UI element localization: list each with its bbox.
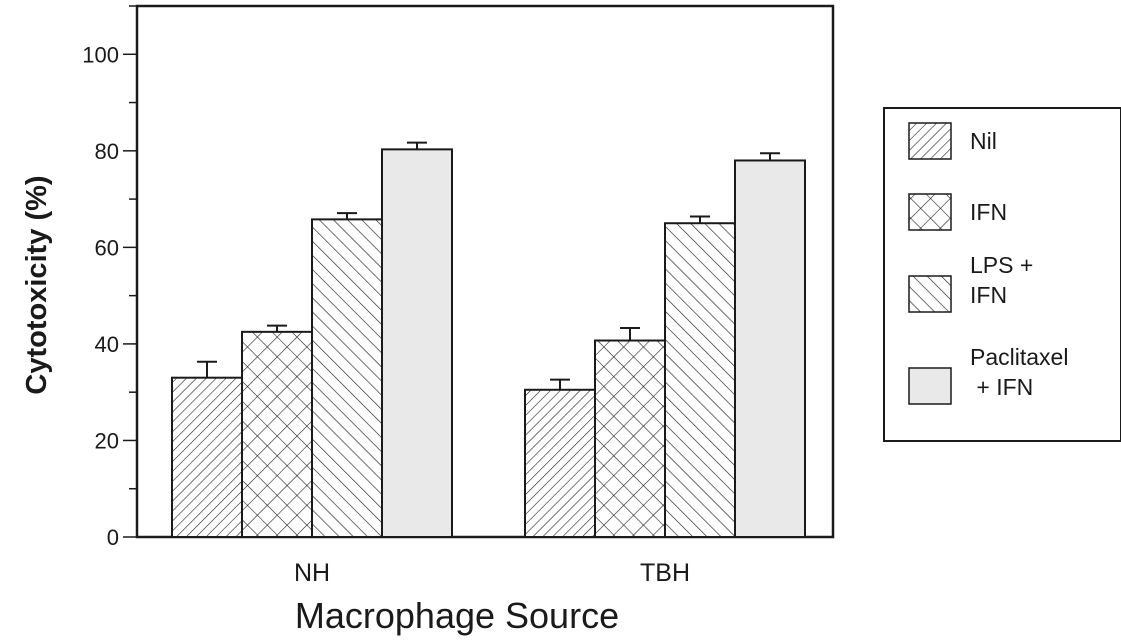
legend-label: Nil xyxy=(970,128,997,154)
legend-swatch xyxy=(908,275,952,313)
bar xyxy=(241,330,313,538)
legend: Nil IFN LPS + IFN Paclitaxel + IFN xyxy=(883,107,1121,442)
bar xyxy=(311,218,383,538)
y-tick-label: 60 xyxy=(95,235,119,260)
legend-swatch xyxy=(908,367,952,405)
legend-swatch xyxy=(908,122,952,160)
y-axis-title: Cytotoxicity (%) xyxy=(21,175,53,394)
x-tick-label: TBH xyxy=(640,559,690,587)
legend-swatch xyxy=(908,193,952,231)
plot-area: 0 20 40 60 80 100 NH TBH xyxy=(82,4,835,587)
y-tick-label: 100 xyxy=(82,42,119,67)
bar xyxy=(594,339,666,538)
legend-label: + IFN xyxy=(970,374,1033,400)
y-tick-label: 20 xyxy=(95,428,119,453)
y-tick-label: 0 xyxy=(107,525,119,550)
bar xyxy=(381,148,453,538)
x-tick-label: NH xyxy=(294,559,330,587)
legend-label: IFN xyxy=(970,282,1007,308)
legend-label: LPS + xyxy=(970,252,1033,278)
plot-frame xyxy=(135,4,835,539)
y-tick-label: 40 xyxy=(95,332,119,357)
legend-label: IFN xyxy=(970,199,1007,225)
bar xyxy=(734,159,806,539)
y-tick-label: 80 xyxy=(95,139,119,164)
legend-label: Paclitaxel xyxy=(970,344,1068,370)
bar xyxy=(171,376,243,539)
bar xyxy=(524,388,596,538)
bar xyxy=(664,222,736,539)
x-axis-title: Macrophage Source xyxy=(295,595,619,636)
